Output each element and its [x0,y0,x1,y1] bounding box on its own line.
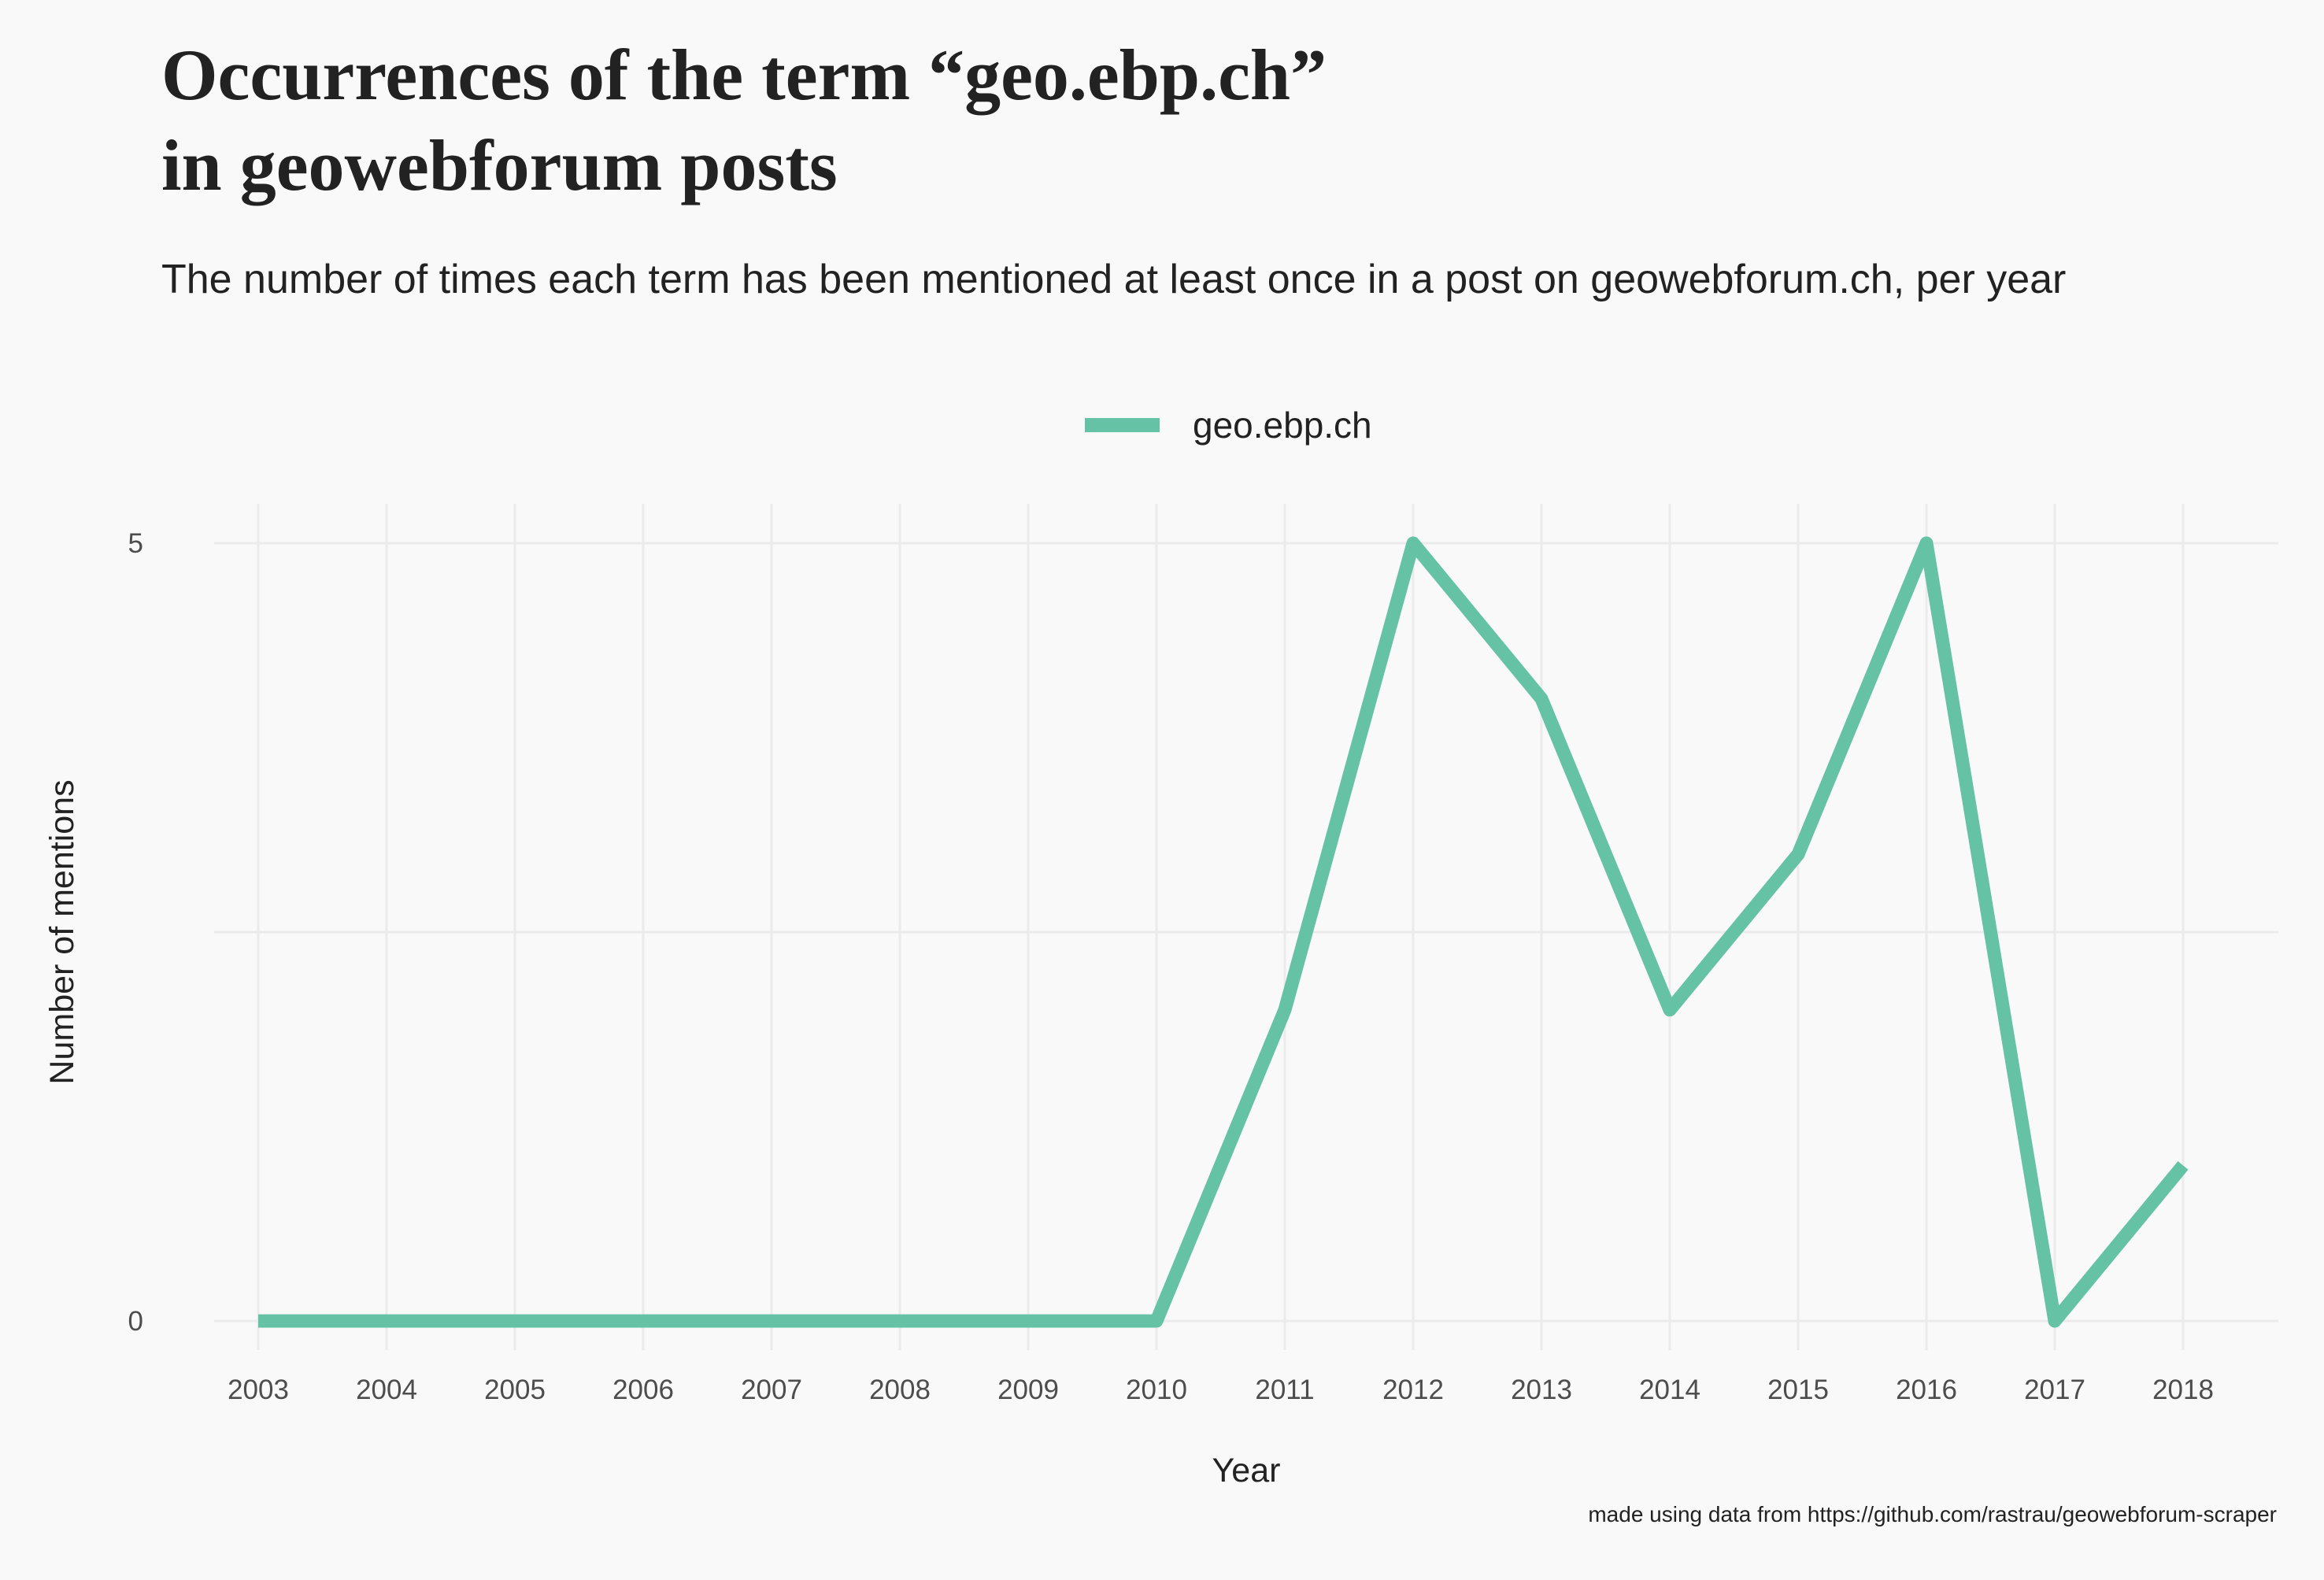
x-tick-label-2018: 2018 [2152,1375,2214,1405]
data-point-2016 [1926,542,1927,544]
x-tick-label-2015: 2015 [1767,1375,1829,1405]
y-axis-title: Number of mentions [43,779,81,1084]
legend-swatch [1085,418,1160,432]
x-tick-label-2004: 2004 [356,1375,417,1405]
x-tick-label-2003: 2003 [228,1375,289,1405]
data-point-2013 [1541,698,1542,700]
x-tick-label-2008: 2008 [869,1375,931,1405]
chart-caption: made using data from https://github.com/… [1588,1502,2277,1526]
chart-title: Occurrences of the term “geo.ebp.ch” in … [161,30,1327,211]
x-tick-label-2014: 2014 [1639,1375,1700,1405]
x-tick-label-2016: 2016 [1896,1375,1957,1405]
data-point-2008 [899,1320,901,1322]
data-point-2015 [1797,853,1799,855]
x-tick-label-2005: 2005 [484,1375,546,1405]
data-point-2005 [514,1320,516,1322]
y-tick-label: 5 [128,528,143,559]
x-tick-label-2007: 2007 [741,1375,802,1405]
series-line-geo.ebp.ch [258,536,2189,1328]
data-point-2014 [1669,1009,1671,1011]
data-point-2012 [1412,542,1414,544]
x-tick-label-2011: 2011 [1255,1375,1314,1405]
x-tick-label-2006: 2006 [612,1375,674,1405]
y-tick-label: 0 [128,1306,143,1337]
chart-subtitle: The number of times each term has been m… [161,257,2067,302]
data-point-2011 [1284,1009,1286,1011]
data-point-2018 [2182,1164,2184,1166]
x-tick-label-2017: 2017 [2024,1375,2085,1405]
chart-title-line-1: Occurrences of the term “geo.ebp.ch” [161,35,1327,115]
data-point-2009 [1027,1320,1029,1322]
legend: geo.ebp.ch [1085,394,1372,457]
x-tick-label-2012: 2012 [1382,1375,1444,1405]
data-point-2007 [771,1320,772,1322]
x-axis-title: Year [1212,1452,1281,1489]
data-point-2004 [386,1320,387,1322]
x-tick-label-2013: 2013 [1511,1375,1572,1405]
data-point-2006 [642,1320,644,1322]
x-tick-label-2010: 2010 [1126,1375,1187,1405]
data-point-2010 [1156,1320,1157,1322]
data-point-2003 [257,1320,259,1322]
data-point-2017 [2054,1320,2056,1322]
x-tick-label-2009: 2009 [997,1375,1059,1405]
gridlines [214,504,2278,1350]
chart-title-line-2: in geowebforum posts [161,125,838,205]
legend-label: geo.ebp.ch [1193,405,1372,446]
